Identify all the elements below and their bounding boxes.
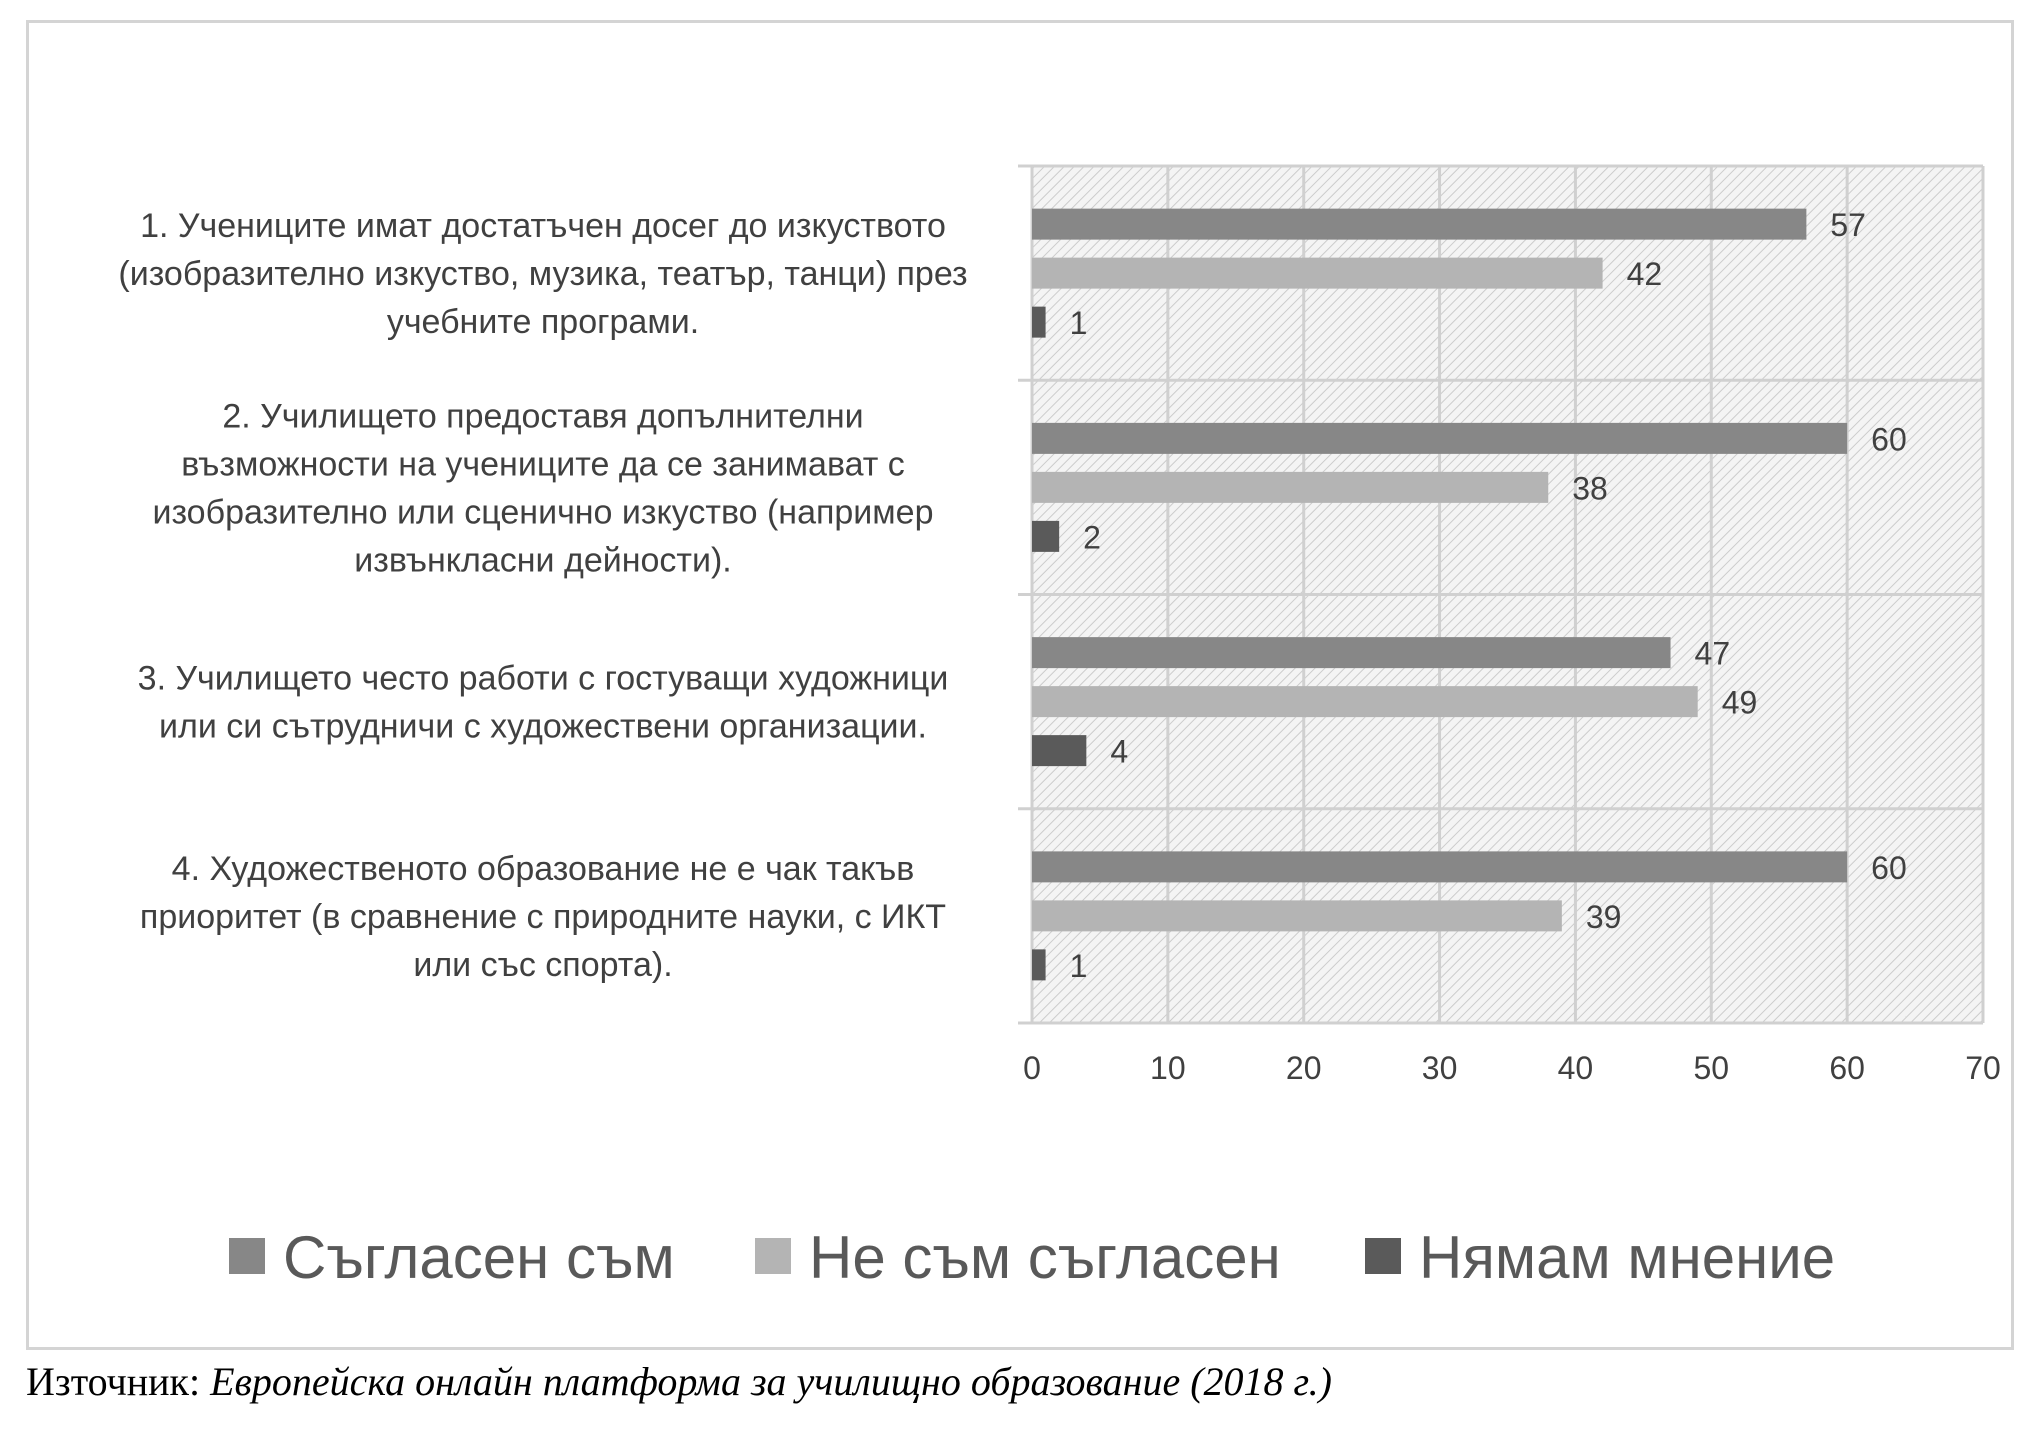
data-label: 4 bbox=[1110, 734, 1128, 770]
category-labels: 1. Учениците имат достатъчен досег до из… bbox=[118, 207, 967, 984]
chart-frame: 57 42 1 60 38 2 47 49 4 60 39 1 1. Учениците имат д… bbox=[26, 20, 2014, 1350]
bars bbox=[1032, 208, 1848, 981]
data-label: 39 bbox=[1586, 899, 1622, 935]
source-note: Източник: Европейска онлайн платформа за… bbox=[26, 1358, 2014, 1405]
bar bbox=[1032, 257, 1603, 289]
category-label: изобразително или сценично изкуство (нап… bbox=[152, 493, 933, 531]
legend-swatch bbox=[755, 1238, 791, 1274]
category-label: или си сътрудничи с художествени организ… bbox=[159, 708, 927, 746]
legend: Съгласен съм Не съм съгласен Нямам мнение bbox=[229, 1224, 1835, 1291]
category-label: 3. Училището често работи с гостуващи ху… bbox=[138, 660, 949, 698]
category-label: 1. Учениците имат достатъчен досег до из… bbox=[140, 207, 946, 245]
x-tick-label: 40 bbox=[1558, 1050, 1594, 1086]
x-tick-label: 50 bbox=[1693, 1050, 1729, 1086]
data-label: 47 bbox=[1695, 636, 1731, 672]
bar bbox=[1032, 208, 1807, 240]
bar bbox=[1032, 686, 1698, 718]
data-label: 60 bbox=[1871, 421, 1907, 457]
x-tick-label: 0 bbox=[1023, 1050, 1041, 1086]
bar bbox=[1032, 422, 1848, 454]
bar-chart: 57 42 1 60 38 2 47 49 4 60 39 1 1. Учениците имат д… bbox=[118, 164, 2001, 1291]
category-label: учебните програми. bbox=[387, 303, 699, 341]
data-label: 42 bbox=[1627, 256, 1663, 292]
bar bbox=[1032, 637, 1671, 669]
bar bbox=[1032, 949, 1046, 981]
bar bbox=[1032, 735, 1087, 767]
x-tick-label: 10 bbox=[1150, 1050, 1186, 1086]
bar bbox=[1032, 520, 1060, 552]
legend-swatch bbox=[1365, 1238, 1401, 1274]
x-tick-label: 30 bbox=[1422, 1050, 1458, 1086]
data-label: 1 bbox=[1070, 305, 1088, 341]
x-axis-tick-labels: 0 10 20 30 40 50 60 70 bbox=[1023, 1050, 2001, 1086]
bar bbox=[1032, 851, 1848, 883]
category-label: 4. Художественото образование не е чак т… bbox=[172, 850, 915, 888]
x-tick-label: 70 bbox=[1965, 1050, 2001, 1086]
gridlines bbox=[1018, 164, 1985, 1025]
category-label: възможности на учениците да се занимават… bbox=[181, 445, 905, 483]
data-label: 1 bbox=[1070, 948, 1088, 984]
category-label: извънкласни дейности). bbox=[354, 541, 732, 579]
bar bbox=[1032, 900, 1562, 932]
data-label: 2 bbox=[1083, 519, 1101, 555]
category-label: приоритет (в сравнение с природните наук… bbox=[140, 898, 946, 936]
data-labels: 57 42 1 60 38 2 47 49 4 60 39 1 bbox=[1070, 207, 1907, 984]
category-label: или със спорта). bbox=[413, 946, 672, 984]
bar bbox=[1032, 471, 1549, 503]
category-label: (изобразително изкуство, музика, театър,… bbox=[118, 255, 967, 293]
source-title: Европейска онлайн платформа за училищно … bbox=[210, 1359, 1332, 1404]
category-label: 2. Училището предоставя допълнителни bbox=[222, 397, 863, 435]
x-tick-label: 20 bbox=[1286, 1050, 1322, 1086]
legend-label: Не съм съгласен bbox=[809, 1224, 1281, 1291]
source-prefix: Източник: bbox=[26, 1359, 211, 1404]
bar bbox=[1032, 306, 1046, 338]
x-tick-label: 60 bbox=[1829, 1050, 1865, 1086]
data-label: 49 bbox=[1722, 685, 1758, 721]
data-label: 38 bbox=[1572, 470, 1608, 506]
legend-label: Нямам мнение bbox=[1419, 1224, 1835, 1291]
legend-swatch bbox=[229, 1238, 265, 1274]
data-label: 57 bbox=[1830, 207, 1866, 243]
legend-label: Съгласен съм bbox=[283, 1224, 675, 1291]
data-label: 60 bbox=[1871, 850, 1907, 886]
